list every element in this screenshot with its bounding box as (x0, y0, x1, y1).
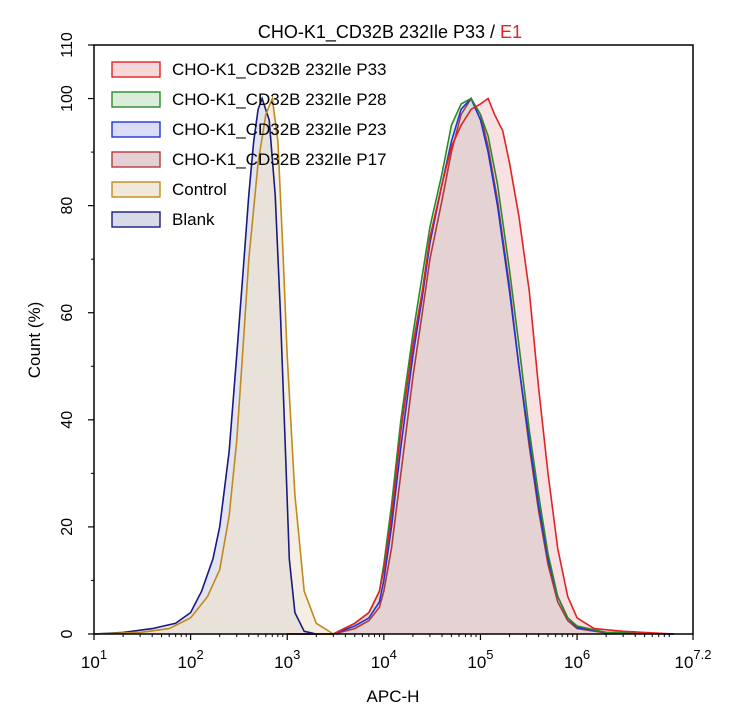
x-axis: 101 102 103 104 105 106 107.2 (81, 634, 712, 672)
legend-label: Blank (172, 210, 215, 229)
legend-item: CHO-K1_CD32B 232Ile P28 (111, 90, 387, 109)
legend-label: CHO-K1_CD32B 232Ile P33 (172, 60, 387, 79)
chart-title-separator: / (485, 22, 500, 42)
series-fill-control (94, 98, 334, 634)
legend-item: CHO-K1_CD32B 232Ile P33 (111, 60, 387, 79)
legend-item: CHO-K1_CD32B 232Ile P17 (111, 150, 387, 169)
legend-label: CHO-K1_CD32B 232Ile P23 (172, 120, 387, 139)
x-tick-label: 107.2 (675, 647, 712, 672)
legend-label: CHO-K1_CD32B 232Ile P28 (172, 90, 387, 109)
x-tick-label: 105 (467, 647, 493, 672)
x-tick-label: 102 (178, 647, 204, 672)
legend-label: Control (172, 180, 227, 199)
legend-item: Control (111, 180, 227, 199)
x-tick-label: 101 (81, 647, 107, 672)
y-tick-label: 20 (59, 518, 76, 536)
legend-item: CHO-K1_CD32B 232Ile P23 (111, 120, 387, 139)
plot-frame (93, 44, 694, 635)
series-line-control (93, 95, 334, 635)
legend-swatch (111, 181, 161, 198)
legend-swatch (111, 211, 161, 228)
series-line-cho-k1-cd32b-232ile-p17 (287, 96, 674, 635)
y-axis-label: Count (%) (25, 302, 44, 379)
legend: CHO-K1_CD32B 232Ile P33 CHO-K1_CD32B 232I… (111, 60, 387, 229)
histogram-lines (93, 95, 674, 635)
y-tick-label: 100 (59, 85, 76, 112)
series-fill-cho-k1-cd32b-232ile-p33 (287, 98, 674, 634)
x-tick-label: 104 (371, 647, 397, 672)
legend-swatch (111, 61, 161, 78)
y-tick-label: 80 (59, 197, 76, 215)
chart-title-suffix: E1 (500, 22, 522, 42)
series-line-cho-k1-cd32b-232ile-p33 (287, 97, 674, 635)
legend-swatch (111, 151, 161, 168)
chart-title: CHO-K1_CD32B 232Ile P33 / E1 (258, 22, 522, 43)
chart-title-main: CHO-K1_CD32B 232Ile P33 (258, 22, 485, 43)
x-axis-label: APC-H (367, 687, 420, 706)
y-axis: 0 20 40 60 80 100 110 (59, 32, 94, 638)
x-tick-label: 103 (274, 647, 300, 672)
histogram-fills (94, 98, 674, 634)
y-tick-label: 0 (59, 629, 76, 638)
legend-swatch (111, 91, 161, 108)
legend-swatch (111, 121, 161, 138)
legend-label: CHO-K1_CD32B 232Ile P17 (172, 150, 387, 169)
legend-item: Blank (111, 210, 215, 229)
y-tick-label: 110 (59, 32, 76, 58)
y-tick-label: 60 (59, 304, 76, 322)
series-line-blank (93, 96, 317, 635)
y-tick-label: 40 (59, 411, 76, 429)
x-tick-label: 106 (564, 647, 590, 672)
